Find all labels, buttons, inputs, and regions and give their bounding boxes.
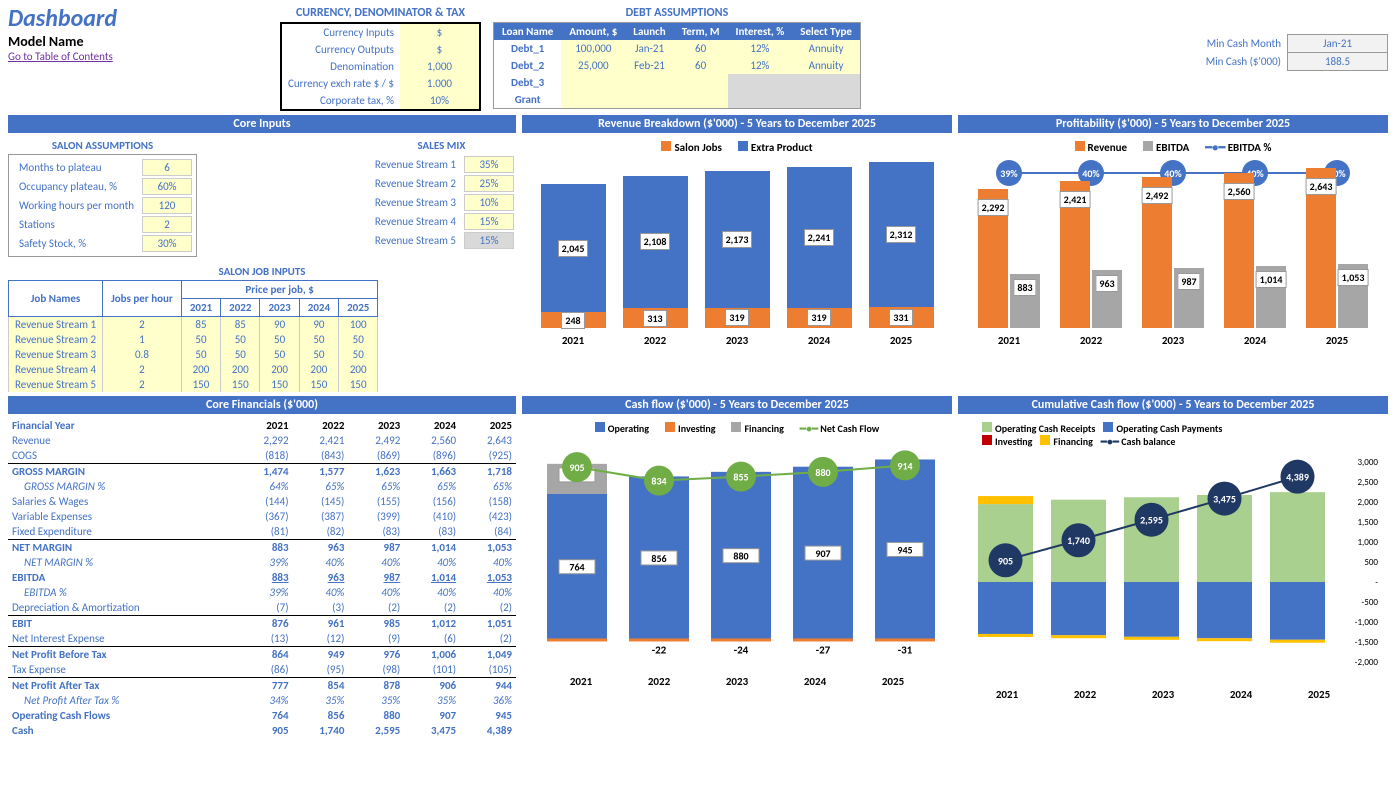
core-inputs-title: Core Inputs [8,115,516,133]
svg-text:1,000: 1,000 [1358,537,1379,548]
svg-text:880: 880 [815,466,830,479]
salon-assumptions-table: Months to plateau6Occupancy plateau, %60… [8,154,197,257]
toc-link[interactable]: Go to Table of Contents [8,50,113,63]
cumcash-chart-title: Cumulative Cash flow ($'000) - 5 Years t… [958,396,1388,414]
sales-mix-header: SALES MIX [367,137,516,154]
profit-chart-title: Profitability ($'000) - 5 Years to Decem… [958,115,1388,133]
svg-text:1,740: 1,740 [1067,534,1090,547]
svg-text:3,475: 3,475 [1213,493,1236,506]
profit-chart: 39%40%40%40%40% 2,2928832,4219632,492987… [958,158,1388,328]
svg-text:4,389: 4,389 [1286,471,1309,484]
cumcash-chart: 3,000 2,500 2,000 1,500 1,000 500 - -500 -1,000 -… [958,452,1388,682]
svg-text:-27: -27 [816,643,831,656]
debt-section-title: DEBT ASSUMPTIONS [493,4,861,22]
salon-assumptions-header: SALON ASSUMPTIONS [8,137,197,154]
sales-mix-table: Revenue Stream 135%Revenue Stream 225%Re… [367,154,516,251]
currency-table: Currency Inputs$Currency Outputs$Denomin… [280,22,481,111]
svg-text:2,000: 2,000 [1358,497,1379,508]
currency-section-title: CURRENCY, DENOMINATOR & TAX [280,4,481,22]
svg-text:834: 834 [651,475,666,488]
svg-text:880: 880 [733,550,748,563]
cashflow-chart-title: Cash flow ($'000) - 5 Years to December … [522,396,952,414]
svg-text:-500: -500 [1362,597,1379,608]
revenue-chart: 2,0452482,1083132,1733192,2413192,312331 [522,158,952,328]
cumcash-legend: Operating Cash ReceiptsOperating Cash Pa… [958,418,1388,452]
salon-job-header: SALON JOB INPUTS [8,263,516,280]
svg-text:905: 905 [569,461,584,474]
svg-text:-2,000: -2,000 [1355,657,1379,668]
cashflow-legend: OperatingInvestingFinancing━●━ Net Cash … [522,418,952,439]
svg-text:2,500: 2,500 [1358,477,1379,488]
model-name: Model Name [8,33,268,50]
svg-text:500: 500 [1364,557,1378,568]
dashboard-title: Dashboard [8,4,268,33]
svg-text:905: 905 [998,554,1013,567]
header-row: Dashboard Model Name Go to Table of Cont… [0,0,1396,115]
svg-text:914: 914 [897,459,912,472]
svg-text:945: 945 [897,543,912,556]
svg-text:855: 855 [733,471,748,484]
svg-text:3,000: 3,000 [1358,457,1379,468]
cashflow-chart: 158764856-22880-24907-27945-319058348558… [522,439,952,669]
svg-text:-31: -31 [898,643,913,656]
svg-text:-24: -24 [734,643,749,656]
mincash-table: Min Cash MonthJan-21Min Cash ($'000)188.… [1200,34,1388,71]
debt-table: Loan NameAmount, $LaunchTerm, MInterest,… [493,22,861,109]
svg-text:2,595: 2,595 [1140,514,1163,527]
svg-text:856: 856 [651,552,666,565]
svg-text:1,500: 1,500 [1358,517,1379,528]
financials-table: Financial Year20212022202320242025Revenu… [8,418,516,738]
svg-text:-: - [1375,577,1378,588]
salon-job-inputs-table: Job NamesJobs per hourPrice per job, $20… [8,280,378,392]
svg-text:764: 764 [569,561,584,574]
revenue-chart-legend: Salon JobsExtra Product [522,137,952,158]
svg-text:-22: -22 [652,643,667,656]
revenue-chart-title: Revenue Breakdown ($'000) - 5 Years to D… [522,115,952,133]
svg-text:-1,000: -1,000 [1355,617,1379,628]
svg-text:907: 907 [815,547,830,560]
svg-text:-1,500: -1,500 [1355,637,1379,648]
core-financials-title: Core Financials ($'000) [8,396,516,414]
profit-chart-legend: RevenueEBITDA━●━ EBITDA % [958,137,1388,158]
